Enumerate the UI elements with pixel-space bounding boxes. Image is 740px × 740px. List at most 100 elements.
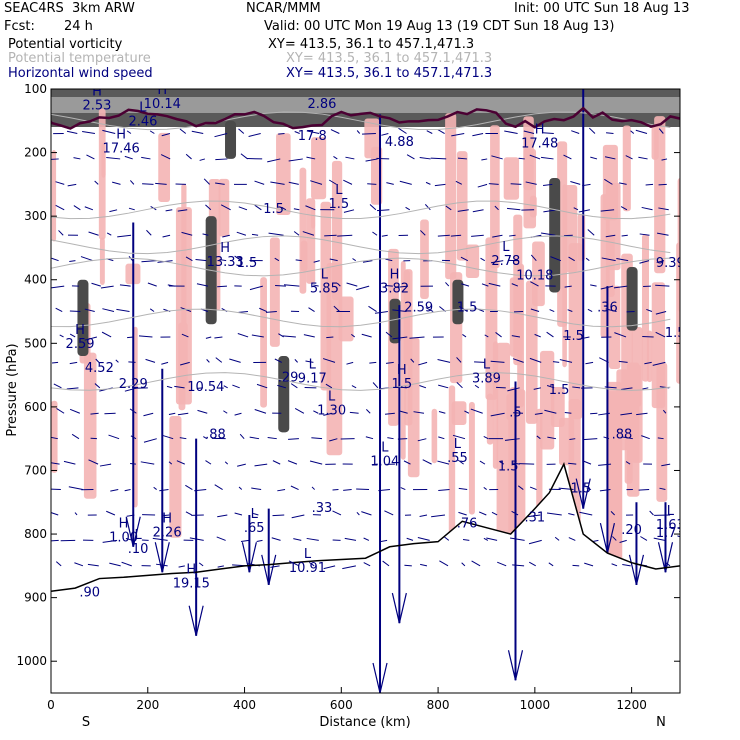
high-label: H — [162, 512, 172, 527]
wind-vector — [176, 460, 185, 465]
high-label: H — [119, 517, 129, 532]
wind-vector — [530, 308, 540, 313]
wind-vector — [108, 434, 120, 440]
wind-vector — [288, 158, 303, 162]
wind-vector — [294, 408, 305, 414]
wind-vector — [237, 333, 249, 338]
wind-vector — [419, 157, 431, 160]
wind-vector — [425, 181, 431, 185]
low-label: L — [483, 358, 491, 373]
wind-vector — [290, 383, 298, 389]
wind-vector — [365, 158, 378, 162]
low-label: L — [251, 507, 259, 522]
wind-vector — [146, 229, 152, 236]
stratosphere-shading-light — [51, 97, 680, 113]
wind-vector — [53, 383, 62, 389]
wind-vector — [451, 133, 465, 137]
wind-vector — [349, 411, 359, 414]
wind-vector — [649, 510, 654, 516]
wind-vector — [128, 207, 135, 211]
wind-vector — [438, 436, 445, 440]
wind-vector — [308, 561, 315, 567]
field-xy-pv: XY= 413.5, 36.1 to 457.1,471.3 — [268, 37, 475, 52]
wind-vector — [445, 205, 452, 211]
wind-vector — [622, 564, 631, 567]
wind-vector — [585, 361, 594, 365]
wind-vector — [86, 154, 95, 160]
wind-vector — [587, 308, 593, 312]
wind-vector — [215, 158, 228, 161]
wind-vector — [99, 463, 112, 467]
wind-vector — [511, 335, 521, 338]
wind-vector — [328, 179, 337, 185]
high-label: H — [157, 83, 167, 98]
wind-vector — [254, 463, 268, 467]
wind-vector — [185, 256, 193, 262]
wind-vector — [419, 385, 427, 389]
wind-vector — [592, 539, 599, 543]
wind-vector — [543, 209, 558, 213]
x-tick-label: 1200 — [616, 698, 647, 712]
y-tick-label: 800 — [24, 527, 47, 541]
wind-vector — [179, 128, 187, 134]
wind-vector — [68, 486, 83, 491]
wind-vector — [546, 512, 562, 516]
wind-vector — [323, 412, 333, 416]
wind-vector — [205, 460, 212, 465]
wind-vector — [152, 537, 168, 541]
wind-vector — [625, 155, 633, 160]
wind-vector — [457, 209, 469, 212]
wind-vector — [379, 539, 388, 543]
wind-vector — [294, 131, 300, 134]
wind-vector — [293, 208, 300, 211]
plot-frame — [50, 88, 681, 694]
pv-shading — [646, 330, 653, 383]
wind-vector — [238, 128, 245, 134]
wind-vector — [216, 536, 226, 541]
pv-high-shading — [626, 267, 638, 331]
pv-shading — [490, 125, 500, 269]
contour-value-label: 2.59 — [404, 301, 433, 316]
wind-vector — [452, 434, 466, 440]
wind-vector — [63, 460, 76, 465]
high-label: H — [92, 84, 102, 99]
wind-vector — [655, 331, 666, 338]
wind-vector — [308, 307, 315, 312]
contour-value-label: 4.88 — [385, 135, 414, 150]
wind-vector — [248, 133, 261, 137]
pv-shading — [218, 178, 230, 237]
wind-vector — [265, 311, 277, 313]
wind-vector — [234, 412, 242, 416]
wind-vector — [267, 158, 281, 163]
wind-vector — [620, 412, 633, 416]
wind-vector — [270, 181, 285, 185]
pv-shading — [51, 400, 58, 473]
wind-vector — [365, 409, 371, 414]
wind-vector — [95, 358, 100, 363]
wind-vector — [121, 561, 132, 567]
pv-shading — [496, 342, 511, 535]
wind-vector — [74, 512, 78, 516]
wind-vector — [572, 386, 581, 389]
wind-vector — [303, 334, 315, 338]
wind-vector — [658, 183, 667, 186]
wind-vector — [51, 285, 65, 289]
contour-value-label: 10.54 — [187, 380, 224, 395]
wind-vector — [369, 204, 377, 211]
wind-vector — [362, 260, 373, 263]
wind-vector — [385, 361, 394, 364]
wind-vector — [385, 331, 393, 338]
wind-vector — [528, 539, 542, 545]
y-tick-label: 900 — [24, 591, 47, 605]
wind-vector — [564, 411, 572, 414]
wind-vector — [336, 282, 341, 287]
wind-vector — [275, 284, 286, 287]
wind-vector — [590, 284, 597, 287]
wind-vector — [88, 459, 99, 465]
wind-vector — [480, 257, 485, 262]
wind-vector — [474, 361, 485, 363]
pv-shading — [445, 113, 457, 280]
wind-vector — [404, 564, 412, 567]
wind-vector — [376, 157, 390, 160]
wind-vector — [619, 182, 627, 185]
